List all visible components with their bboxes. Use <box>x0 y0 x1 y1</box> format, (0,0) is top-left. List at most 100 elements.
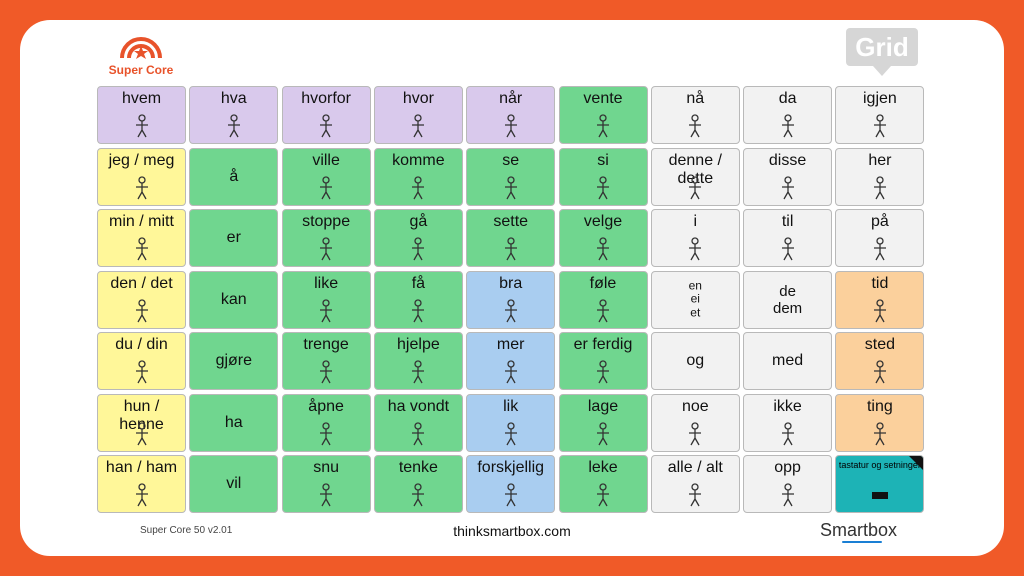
symbol <box>689 421 702 445</box>
symbol <box>873 237 886 261</box>
symbol <box>597 175 609 199</box>
grid-cell[interactable]: her <box>835 147 925 206</box>
grid-cell[interactable]: en ei et <box>650 270 740 329</box>
grid-logo-tail <box>873 66 891 76</box>
grid-cell[interactable]: nå <box>650 86 740 144</box>
grid-cell[interactable]: alle / alt <box>650 455 740 513</box>
grid-cell[interactable]: ville <box>281 147 371 206</box>
grid-cell[interactable]: jeg / meg <box>97 147 186 206</box>
cell-label: føle <box>589 274 617 292</box>
grid-cell[interactable]: velge <box>558 209 648 267</box>
grid-cell[interactable]: hvem <box>97 86 186 144</box>
grid-cell[interactable]: leke <box>558 455 648 513</box>
symbol <box>504 114 517 138</box>
grid-cell[interactable]: bra <box>466 270 556 329</box>
grid-cell[interactable]: stoppe <box>281 209 371 267</box>
grid-cell[interactable]: mer <box>466 332 556 390</box>
grid-cell[interactable]: han / ham <box>97 455 186 513</box>
grid-cell[interactable]: gå <box>373 209 463 267</box>
grid-cell[interactable]: vente <box>558 86 648 144</box>
symbol <box>689 483 702 507</box>
grid-cell[interactable]: tid <box>835 270 925 329</box>
cell-label: den / det <box>110 274 173 292</box>
grid-cell[interactable]: hva <box>189 86 279 144</box>
grid-cell[interactable]: ha <box>189 393 279 452</box>
cell-label: ha <box>224 413 243 431</box>
grid-cell[interactable]: føle <box>558 270 648 329</box>
symbol <box>320 114 333 138</box>
grid-cell[interactable]: opp <box>743 455 833 513</box>
symbol <box>412 298 425 322</box>
grid-cell[interactable]: noe <box>650 393 740 452</box>
grid-cell[interactable]: denne / dette <box>650 147 740 206</box>
grid-cell[interactable]: lage <box>558 393 648 452</box>
grid-cell[interactable]: lik <box>466 393 556 452</box>
cell-label: tastatur og setninger <box>838 460 921 470</box>
grid-cell[interactable]: få <box>373 270 463 329</box>
grid-cell[interactable]: når <box>466 86 556 144</box>
grid-cell[interactable]: hjelpe <box>373 332 463 390</box>
grid-cell[interactable]: åpne <box>281 393 371 452</box>
symbol <box>781 175 794 199</box>
grid-cell[interactable]: ikke <box>743 393 833 452</box>
grid-cell[interactable]: si <box>558 147 648 206</box>
cell-label: sted <box>864 336 896 353</box>
grid-cell[interactable]: i <box>650 209 740 267</box>
grid-cell[interactable]: disse <box>743 147 833 206</box>
cell-label: gjøre <box>215 351 253 369</box>
grid-cell[interactable]: med <box>743 332 833 390</box>
symbol <box>135 298 148 322</box>
symbol <box>412 175 425 199</box>
grid-cell[interactable]: sted <box>835 332 925 390</box>
grid-cell[interactable]: ha vondt <box>373 393 463 452</box>
grid-cell[interactable]: på <box>835 209 925 267</box>
symbol <box>781 421 794 445</box>
logo-icon <box>120 37 162 59</box>
grid-cell[interactable]: snu <box>281 455 371 513</box>
symbol <box>781 483 794 507</box>
cell-label: komme <box>392 151 445 169</box>
grid-cell[interactable]: se <box>466 147 556 206</box>
symbol <box>504 298 517 322</box>
symbol <box>504 175 517 199</box>
corner <box>909 456 924 470</box>
grid-cell[interactable]: er ferdig <box>558 332 648 390</box>
grid-cell[interactable]: sette <box>466 209 556 267</box>
grid-cell[interactable]: og <box>650 332 740 390</box>
grid-cell[interactable]: min / mitt <box>97 209 186 267</box>
grid-cell[interactable]: hvor <box>373 86 463 144</box>
grid-cell[interactable]: vil <box>189 455 279 513</box>
grid-cell[interactable]: da <box>743 86 833 144</box>
cell-label: hva <box>220 90 247 107</box>
grid-cell[interactable]: forskjellig <box>466 455 556 513</box>
grid-cell[interactable]: hun / henne <box>97 393 186 452</box>
symbol <box>597 360 609 384</box>
grid-cell[interactable]: ting <box>835 393 925 452</box>
grid-cell[interactable]: trenge <box>281 332 371 390</box>
cell-label: er <box>226 228 241 246</box>
symbol <box>597 114 609 138</box>
grid-cell[interactable]: den / det <box>97 270 186 329</box>
grid-cell[interactable]: tastatur og setninger <box>835 455 925 513</box>
grid-cell[interactable]: gjøre <box>189 332 279 390</box>
brand-underline <box>842 541 882 543</box>
grid-cell[interactable]: å <box>189 147 279 206</box>
grid-cell[interactable]: tenke <box>373 455 463 513</box>
grid-cell[interactable]: til <box>743 209 833 267</box>
grid-cell[interactable]: komme <box>373 147 463 206</box>
grid-cell[interactable]: like <box>281 270 371 329</box>
grid-cell[interactable]: kan <box>189 270 279 329</box>
grid-cell[interactable]: de dem <box>743 270 833 329</box>
grid-cell[interactable]: hvorfor <box>281 86 371 144</box>
grid-cell[interactable]: er <box>189 209 279 267</box>
symbol <box>781 114 794 138</box>
cell-label: noe <box>681 397 709 415</box>
symbol <box>597 483 609 507</box>
cell-label: hun / henne <box>119 397 164 433</box>
cell-label: hvor <box>402 90 434 107</box>
cell-label: ting <box>866 397 893 415</box>
grid-cell[interactable]: igjen <box>835 86 925 144</box>
grid-cell[interactable]: du / din <box>97 332 186 390</box>
logo-text: Super Core <box>108 63 174 77</box>
cell-label: snu <box>313 459 339 476</box>
